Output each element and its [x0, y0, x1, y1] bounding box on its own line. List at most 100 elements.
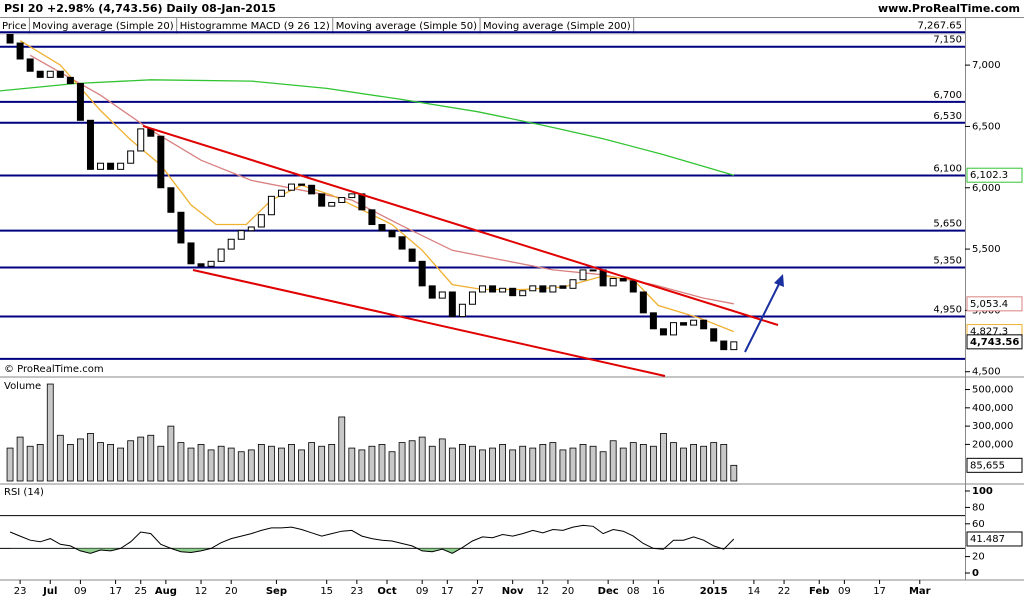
- candle: [418, 260, 426, 287]
- volume-bar: [670, 442, 677, 482]
- x-tick-label: 17: [109, 586, 122, 597]
- candle: [187, 242, 195, 265]
- candle: [298, 183, 306, 186]
- candle: [348, 193, 356, 199]
- volume-bar: [318, 445, 326, 482]
- x-tick-label: 16: [652, 586, 665, 597]
- volume-bar: [559, 449, 567, 482]
- candle: [599, 269, 607, 287]
- header-title: PSI 20 +2.98% (4,743.56) Daily 08-Jan-20…: [4, 2, 276, 15]
- legend-entry: Moving average (Simple 50): [336, 21, 477, 32]
- candle: [177, 211, 185, 244]
- volume-bar: [680, 447, 687, 482]
- volume-bar: [177, 442, 185, 482]
- candle: [308, 184, 316, 195]
- y-tick-label: 400,000: [972, 403, 1013, 414]
- moving-average: [0, 79, 734, 176]
- candle: [36, 70, 44, 78]
- value-tag-label: 6,102.3: [970, 170, 1008, 181]
- level-label: 5,350: [933, 255, 962, 266]
- candle: [197, 263, 205, 267]
- volume-panel: Volume 500,000 400,000 300,000 200,000 85,655: [4, 381, 1023, 482]
- x-axis: 23 Jul 09 17 25 Aug 12 20 Sep 15 23 Oct 09 17 27 Nov 12 2…: [14, 580, 931, 597]
- x-tick-label: Aug: [155, 586, 177, 597]
- volume-bar: [107, 444, 114, 482]
- x-tick-label: 27: [471, 586, 484, 597]
- candle: [157, 135, 165, 189]
- volume-bar: [599, 451, 607, 482]
- price-panel: 7,0006,5006,0005,5005,0004,5007,267.657,…: [0, 20, 1023, 378]
- volume-bar: [469, 445, 476, 482]
- candle: [639, 291, 647, 314]
- trend-line: [192, 269, 666, 377]
- panel-title: Volume: [4, 381, 41, 392]
- level-label: 6,700: [933, 90, 962, 101]
- value-tag: [966, 457, 1023, 473]
- volume-bar: [207, 449, 215, 482]
- level-label: 7,267.65: [917, 20, 962, 31]
- candle: [468, 291, 476, 305]
- y-tick-label: 100: [972, 486, 993, 497]
- value-tag-label: 4,743.56: [970, 337, 1019, 348]
- y-tick-label: 500,000: [972, 385, 1013, 396]
- candle: [579, 269, 587, 281]
- candle: [257, 214, 265, 228]
- candle: [619, 278, 627, 282]
- candle: [720, 340, 728, 351]
- legend-entry: Histogramme MACD (9 26 12): [180, 21, 330, 32]
- arrow-head: [774, 274, 784, 287]
- y-tick-label: 6,000: [972, 183, 1001, 194]
- candle: [66, 76, 74, 85]
- rsi-line: [9, 524, 735, 554]
- candle: [117, 162, 125, 170]
- candle: [227, 238, 235, 250]
- volume-bar: [298, 449, 305, 482]
- candle: [659, 328, 667, 336]
- candle: [428, 285, 436, 299]
- candle: [489, 285, 497, 293]
- x-tick-label: 12: [195, 586, 208, 597]
- candle: [730, 341, 738, 351]
- legend-entry: Price: [2, 21, 26, 32]
- level-label: 6,100: [933, 163, 962, 174]
- y-tick-label: 300,000: [972, 421, 1013, 432]
- x-tick-label: 22: [778, 586, 791, 597]
- volume-bar: [338, 416, 346, 482]
- volume-bar: [97, 442, 104, 482]
- candle: [479, 285, 486, 293]
- volume-bar: [720, 444, 728, 482]
- x-tick-label: 20: [562, 586, 575, 597]
- legend: Price Moving average (Simple 20) Histogram…: [0, 18, 965, 35]
- volume-bar: [288, 444, 295, 482]
- candle: [217, 248, 225, 262]
- volume-bar: [257, 444, 265, 482]
- candle: [680, 322, 688, 326]
- volume-bar: [147, 434, 155, 482]
- legend-entry: Moving average (Simple 200): [483, 21, 631, 32]
- value-tag: [966, 167, 1023, 183]
- volume-bar: [26, 445, 34, 482]
- candle: [388, 230, 396, 238]
- candle: [167, 187, 175, 213]
- candle: [458, 303, 466, 318]
- volume-bar: [348, 447, 356, 482]
- x-tick-label: 25: [134, 586, 147, 597]
- candle: [16, 42, 24, 60]
- watermark: © ProRealTime.com: [4, 364, 104, 375]
- volume-bar: [660, 433, 667, 482]
- y-tick-label: 6,500: [972, 121, 1001, 132]
- volume-bar: [66, 444, 74, 482]
- candle: [237, 230, 245, 240]
- candle: [408, 248, 416, 262]
- volume-bar: [127, 440, 135, 482]
- y-tick-label: 7,000: [972, 60, 1001, 71]
- candle: [669, 322, 677, 336]
- volume-bar: [438, 438, 446, 482]
- value-tag: [966, 296, 1023, 312]
- x-tick-label: 20: [225, 586, 238, 597]
- candle: [438, 291, 446, 299]
- value-tag: [966, 531, 1023, 547]
- x-tick-label: Dec: [598, 586, 619, 597]
